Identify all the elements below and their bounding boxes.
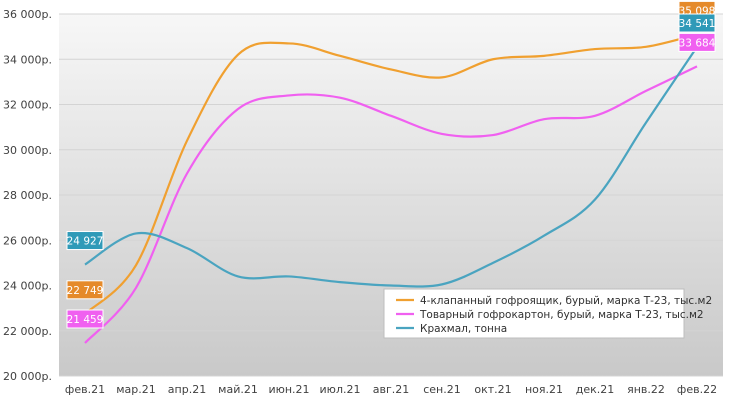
x-tick-label: ноя.21 [525, 383, 563, 396]
y-tick-label: 36 000р. [3, 8, 52, 21]
x-tick-label: дек.21 [576, 383, 615, 396]
data-label: 21 459 [66, 309, 104, 329]
data-labels: 22 749 35 098 21 459 33 684 24 927 34 541 [66, 0, 716, 329]
x-tick-label: май.21 [218, 383, 258, 396]
data-label: 33 684 [678, 32, 716, 52]
x-axis-ticks: фев.21 мар.21 апр.21 май.21 июн.21 июл.21 авг.… [65, 383, 717, 396]
series-line-2 [84, 65, 698, 344]
data-label-text: 34 541 [679, 18, 716, 30]
legend-label: Товарный гофрокартон, бурый, марка Т-23,… [419, 309, 704, 321]
y-tick-label: 26 000р. [3, 234, 52, 247]
series-line-1 [84, 33, 698, 315]
x-tick-label: авг.21 [373, 383, 410, 396]
x-tick-label: сен.21 [423, 383, 461, 396]
legend-label: 4-клапанный гофроящик, бурый, марка Т-23… [420, 295, 712, 307]
x-tick-label: фев.22 [677, 383, 717, 396]
legend-box [383, 288, 685, 339]
data-label-box [678, 32, 716, 52]
data-label-box [678, 13, 716, 33]
y-tick-label: 32 000р. [3, 99, 52, 112]
series-line-3 [84, 46, 698, 288]
x-tick-label: апр.21 [168, 383, 206, 396]
data-label-box [66, 280, 104, 300]
data-label: 34 541 [678, 13, 716, 33]
data-label-text: 22 749 [67, 285, 104, 297]
legend-label: Крахмал, тонна [420, 323, 507, 335]
y-axis-ticks: 20 000р. 22 000р. 24 000р. 26 000р. 28 000р.… [3, 8, 52, 383]
y-tick-label: 22 000р. [3, 325, 52, 338]
data-label-text: 21 459 [67, 314, 104, 326]
data-label-box [66, 309, 104, 329]
series-lines [84, 33, 698, 344]
y-tick-label: 20 000р. [3, 370, 52, 383]
x-tick-label: мар.21 [116, 383, 156, 396]
y-tick-label: 24 000р. [3, 280, 52, 293]
x-tick-label: июн.21 [268, 383, 309, 396]
legend: 4-клапанный гофроящик, бурый, марка Т-23… [383, 288, 712, 339]
x-tick-label: фев.21 [65, 383, 105, 396]
data-label-text: 24 927 [67, 236, 104, 248]
data-label: 22 749 [66, 280, 104, 300]
y-tick-label: 28 000р. [3, 189, 52, 202]
y-tick-label: 30 000р. [3, 144, 52, 157]
data-label-text: 35 098 [679, 5, 716, 17]
x-tick-label: янв.22 [627, 383, 665, 396]
data-label-box [66, 231, 104, 251]
x-tick-label: июл.21 [320, 383, 361, 396]
data-label: 24 927 [66, 231, 104, 251]
x-tick-label: окт.21 [474, 383, 511, 396]
y-tick-label: 34 000р. [3, 53, 52, 66]
data-label-text: 33 684 [679, 37, 716, 49]
